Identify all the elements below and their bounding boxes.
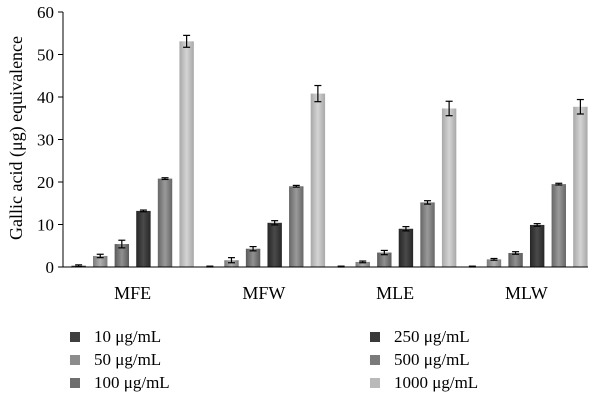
legend-label: 50 μg/mL [94,350,162,369]
y-tick-label: 60 [37,3,54,22]
error-bars-group [75,34,584,268]
bar [551,184,566,267]
bar [529,224,545,267]
y-tick-label: 50 [37,46,54,65]
bar [508,252,523,267]
y-tick-label: 10 [37,216,54,235]
x-category-label: MLW [505,283,548,303]
legend-item: 50 μg/mL [70,349,161,371]
y-axis-ticks: 0 10 20 30 40 50 60 [37,3,63,277]
y-tick-label: 20 [37,173,54,192]
legend-swatch [370,332,380,343]
legend-item: 100 μg/mL [70,372,170,394]
bar [157,178,173,267]
bar [114,244,130,267]
legend-swatch [70,355,80,366]
bar [398,228,414,267]
legend-item: 10 μg/mL [70,326,161,348]
bar [224,260,239,267]
x-category-label: MFE [114,283,151,303]
bar [289,186,304,267]
bar [245,248,261,267]
y-tick-label: 40 [37,88,54,107]
legend-swatch [70,332,80,343]
bar [377,252,392,267]
bar [486,259,502,267]
bar [573,106,588,268]
x-category-label: MFW [242,283,285,303]
x-category-label: MLE [376,283,414,303]
legend-label: 10 μg/mL [94,327,162,346]
x-axis-categories: MFE MFW MLE MLW [114,283,548,303]
legend-label: 500 μg/mL [394,350,470,369]
y-axis-label: Gallic acid (μg) equivalence [6,36,27,240]
y-tick-label: 30 [37,131,54,150]
legend-label: 100 μg/mL [94,373,170,392]
legend-swatch [370,378,380,389]
bar [355,261,370,267]
bars-group [71,41,588,268]
bar [420,202,435,267]
bar [441,108,457,267]
bar [93,255,108,267]
legend-label: 250 μg/mL [394,327,470,346]
legend-item: 1000 μg/mL [370,372,478,394]
bar [310,93,326,267]
legend-swatch [70,378,80,389]
bar [136,210,151,267]
bar [267,222,282,267]
legend-swatch [370,355,380,366]
legend-item: 500 μg/mL [370,349,470,371]
legend-label: 1000 μg/mL [394,373,479,392]
legend-item: 250 μg/mL [370,326,470,348]
y-tick-label: 0 [46,258,55,277]
bar [179,41,194,268]
